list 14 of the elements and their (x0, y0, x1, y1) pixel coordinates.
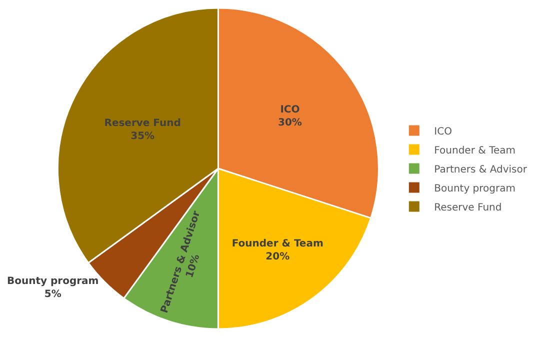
data-label: 20% (266, 251, 290, 262)
slice-label: Reserve Fund (104, 118, 181, 129)
slice-label: ICO (280, 104, 300, 116)
slice-label: Bounty program (6, 276, 99, 287)
legend-label: Founder & Team (434, 145, 516, 156)
legend-label: Bounty program (434, 183, 516, 194)
legend-label: Partners & Advisor (434, 164, 528, 176)
data-label: 10% (184, 253, 202, 280)
legend-label: ICO (434, 126, 452, 138)
data-label: 35% (130, 130, 155, 142)
slice-label: Founder & Team (232, 238, 324, 250)
data-label: 30% (278, 117, 302, 128)
data-label: 5% (44, 288, 62, 300)
legend-label: Reserve Fund (434, 202, 502, 214)
